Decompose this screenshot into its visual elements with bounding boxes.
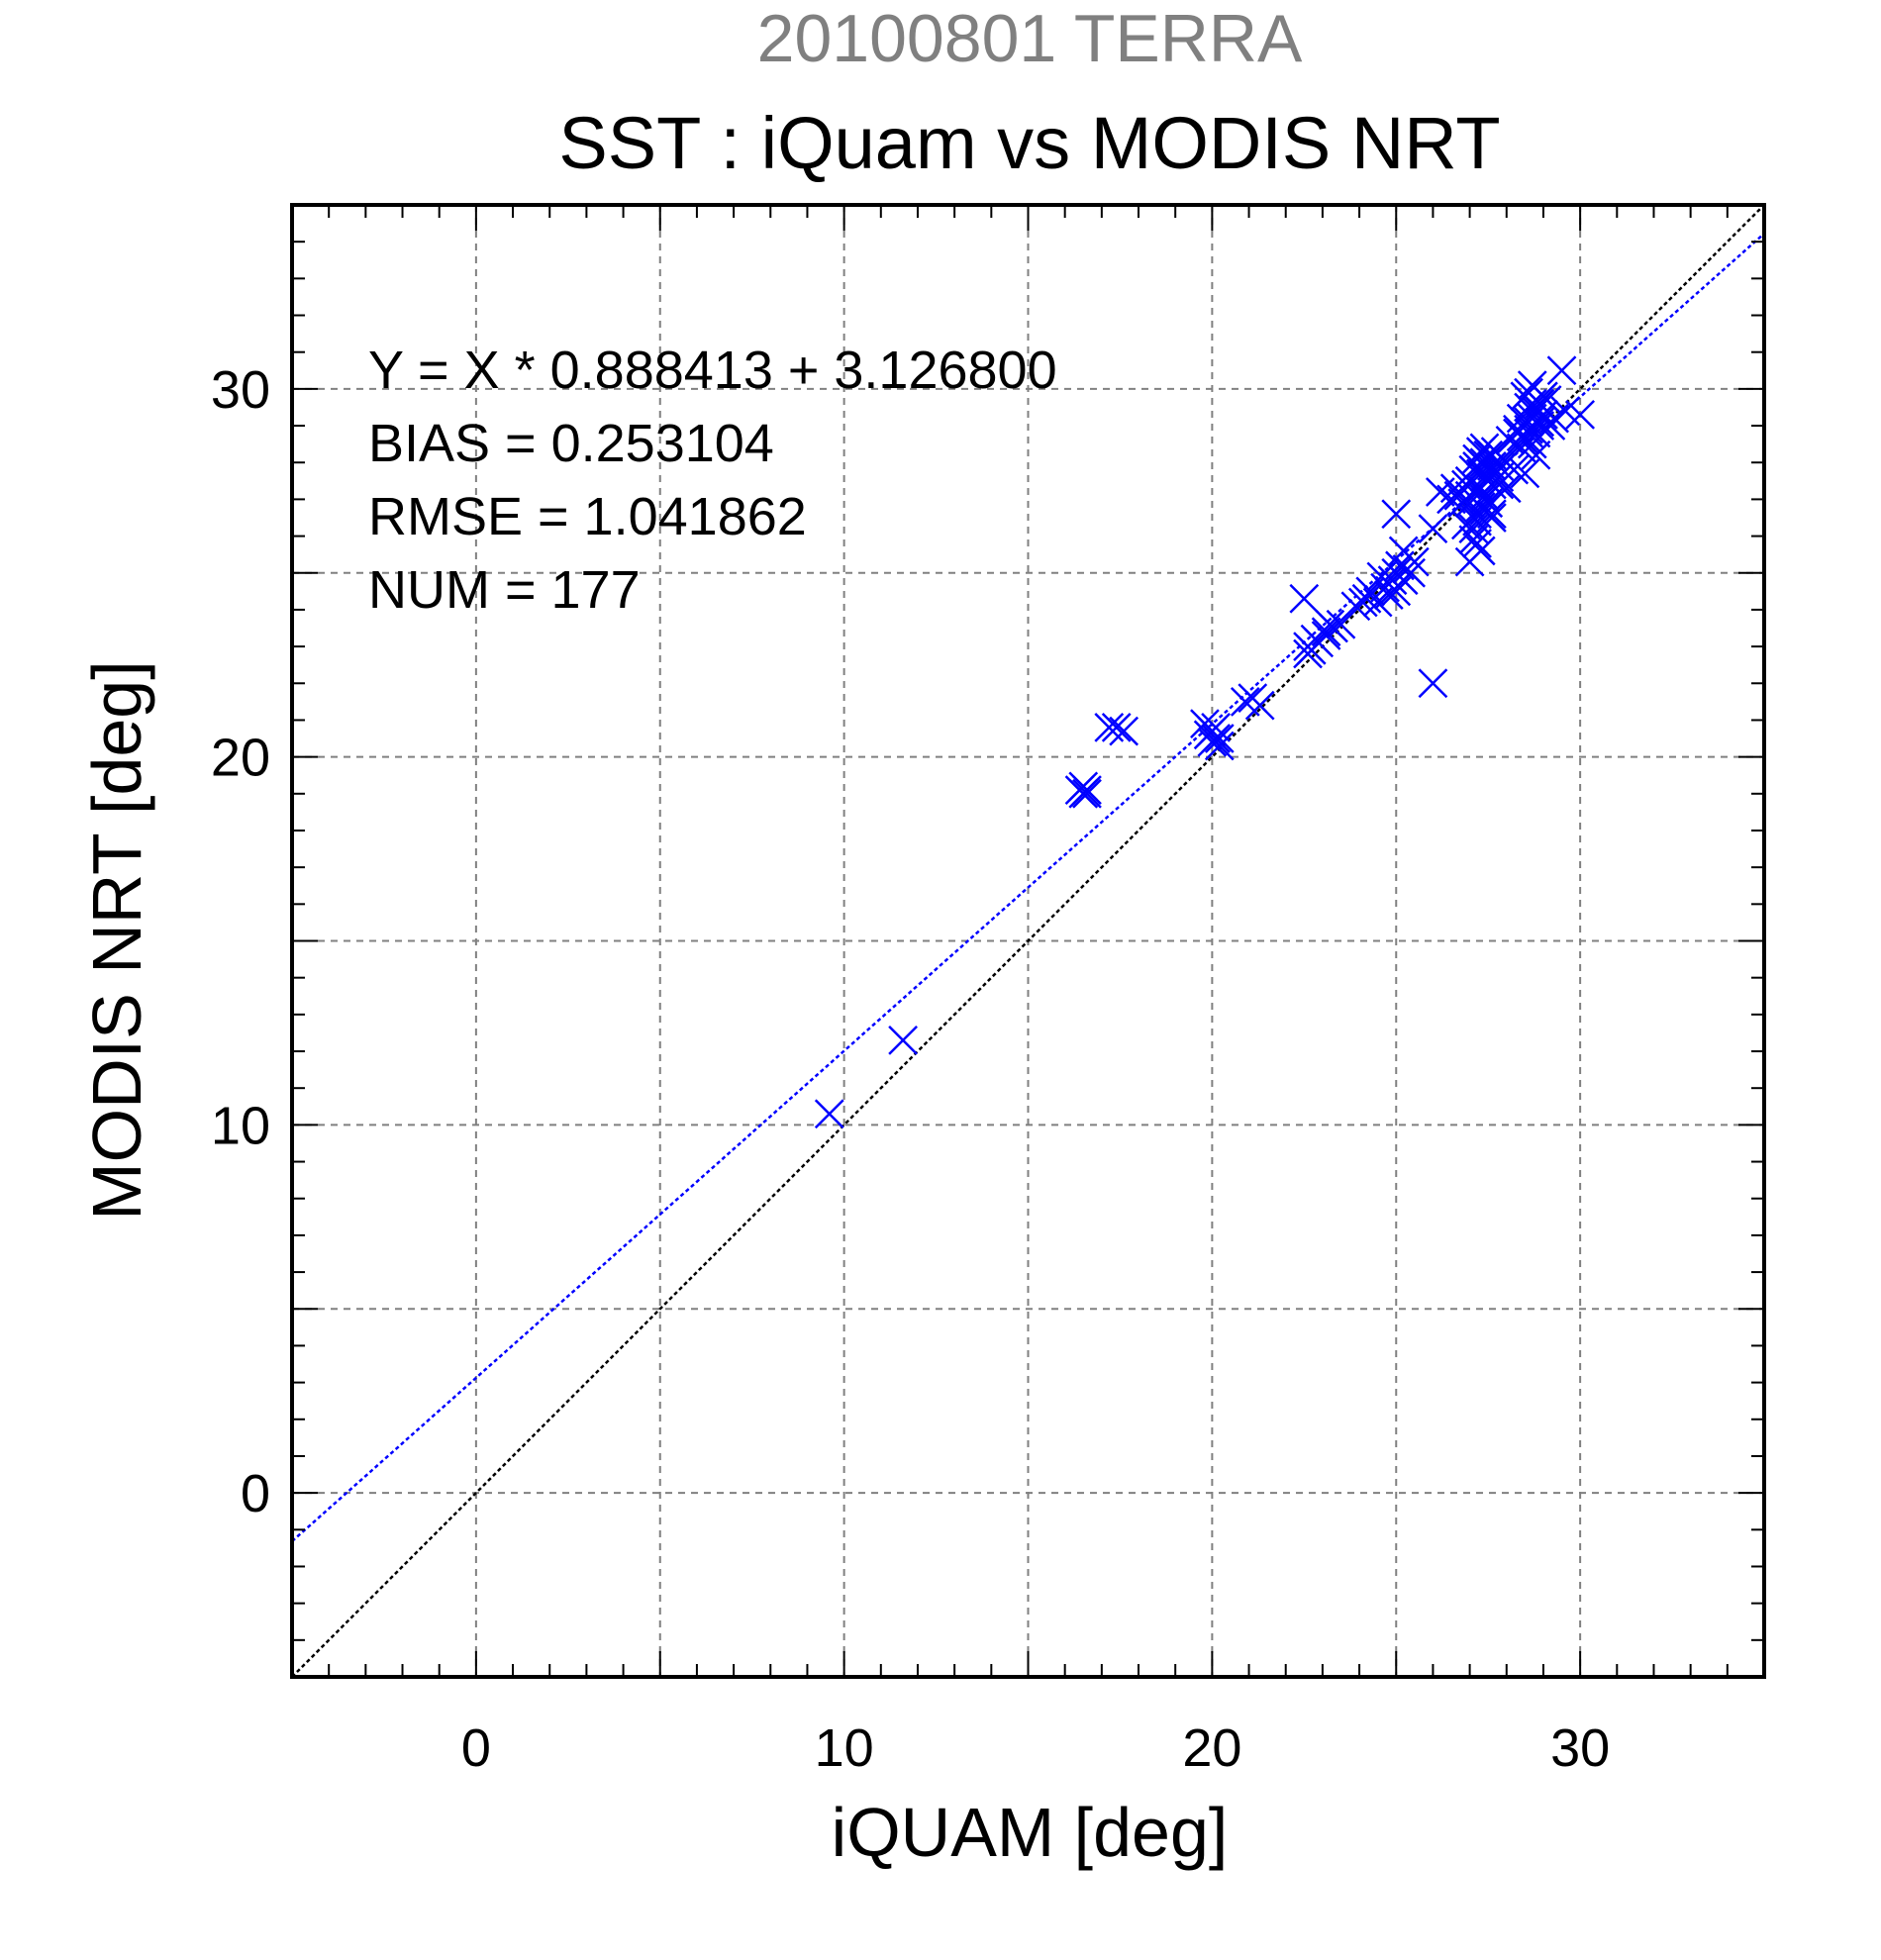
- tick-labels: 0 10 20 30 0 10 20 30: [211, 360, 1610, 1778]
- y-axis-label: MODIS NRT [deg]: [78, 660, 155, 1220]
- data-point: [1458, 514, 1489, 544]
- data-point: [1473, 488, 1504, 519]
- axis-ticks: [292, 205, 1764, 1677]
- x-tick-label: 30: [1550, 1718, 1610, 1778]
- data-point: [1510, 458, 1540, 489]
- stats-annotation: Y = X * 0.888413 + 3.126800 BIAS = 0.253…: [368, 341, 1057, 620]
- x-axis-label: iQUAM [deg]: [832, 1794, 1229, 1871]
- data-point: [1454, 465, 1485, 496]
- chart-title: SST : iQuam vs MODIS NRT: [558, 102, 1500, 184]
- data-point: [1418, 514, 1448, 544]
- data-point: [1418, 668, 1448, 699]
- data-point: [1101, 713, 1132, 742]
- data-point: [1565, 400, 1596, 430]
- y-tick-label: 30: [211, 360, 270, 420]
- regression-fit-line: [292, 233, 1764, 1542]
- x-tick-label: 10: [815, 1718, 874, 1778]
- data-point: [888, 1025, 918, 1055]
- data-point: [1204, 724, 1235, 753]
- chart-suptitle: 20100801 TERRA: [757, 1, 1303, 76]
- data-point: [1506, 422, 1536, 452]
- data-point: [1072, 778, 1102, 809]
- rmse-text: RMSE = 1.041862: [368, 487, 807, 546]
- data-point: [1525, 388, 1555, 419]
- data-point: [1377, 565, 1408, 596]
- data-point: [1499, 454, 1530, 485]
- data-points: [814, 355, 1596, 1129]
- data-point: [1503, 414, 1533, 444]
- bias-text: BIAS = 0.253104: [368, 414, 774, 473]
- data-point: [1244, 690, 1275, 721]
- data-point: [1521, 440, 1551, 470]
- y-tick-label: 20: [211, 729, 270, 788]
- data-point: [1311, 617, 1341, 647]
- data-point: [1477, 499, 1507, 530]
- data-point: [1465, 447, 1496, 478]
- data-point: [1289, 583, 1320, 614]
- data-point: [1517, 388, 1547, 419]
- data-point: [1072, 775, 1102, 805]
- data-point: [1491, 473, 1522, 504]
- fit-equation-text: Y = X * 0.888413 + 3.126800: [368, 341, 1057, 400]
- data-point: [814, 1099, 844, 1129]
- data-point: [1381, 576, 1412, 607]
- x-tick-label: 20: [1182, 1718, 1241, 1778]
- y-tick-label: 0: [241, 1464, 270, 1523]
- data-point: [1204, 731, 1235, 761]
- data-point: [1381, 499, 1412, 530]
- data-point: [1201, 724, 1231, 753]
- y-tick-label: 10: [211, 1096, 270, 1155]
- data-point: [1546, 355, 1577, 386]
- num-text: NUM = 177: [368, 560, 641, 620]
- data-point: [1439, 473, 1470, 504]
- data-point: [1388, 536, 1419, 566]
- x-tick-label: 0: [461, 1718, 491, 1778]
- data-point: [1396, 557, 1427, 588]
- data-point: [1311, 621, 1341, 650]
- data-point: [1514, 418, 1543, 448]
- plot-frame: [290, 203, 1766, 1679]
- data-point: [1201, 713, 1231, 742]
- data-point: [1109, 716, 1139, 746]
- data-point: [1458, 525, 1489, 555]
